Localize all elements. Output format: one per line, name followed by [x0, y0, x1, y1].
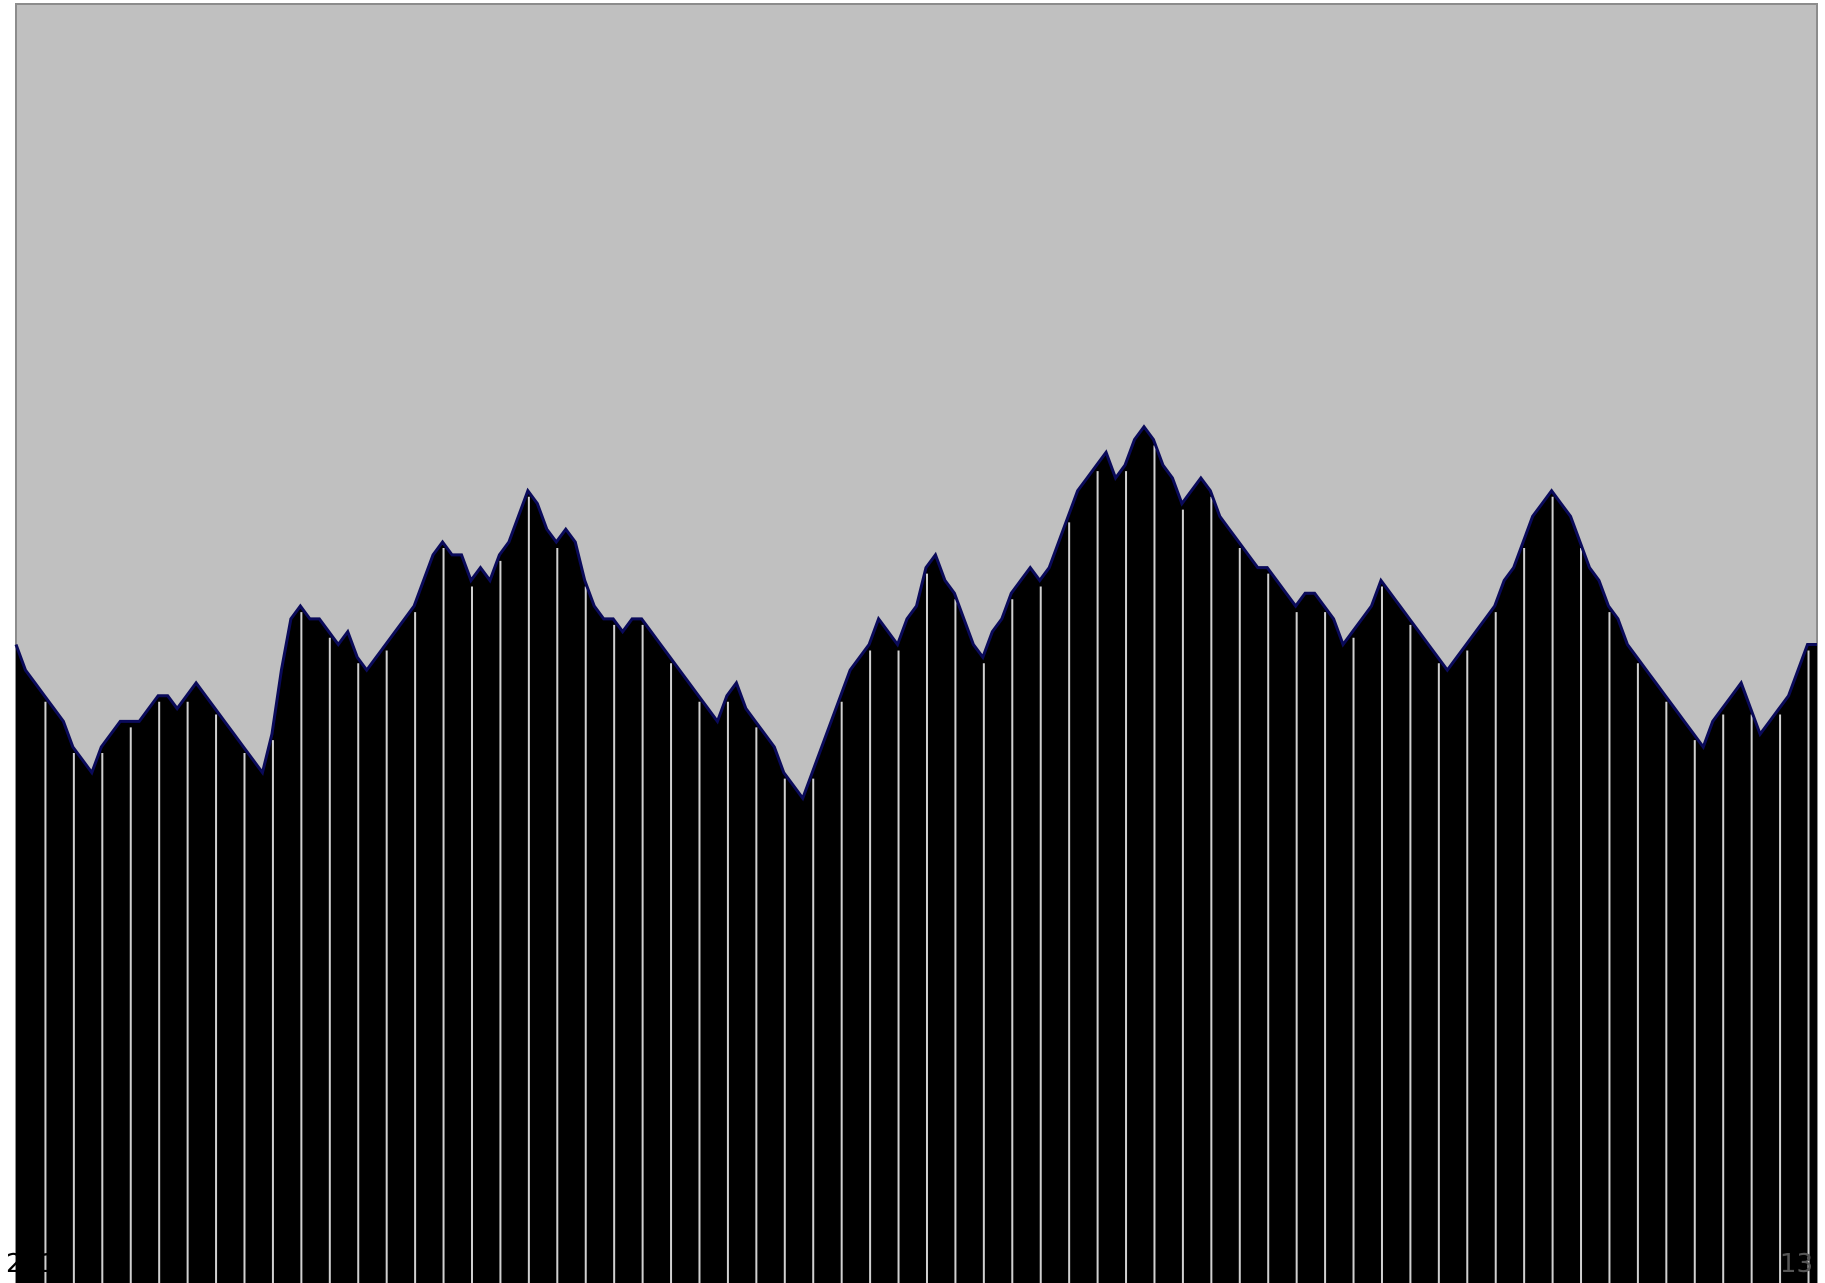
area-fill-group: [16, 426, 1817, 1283]
series-line: [14, 424, 1817, 802]
separator-lines-group: [44, 445, 1810, 1283]
x-tick-label-start: 2015: [6, 1249, 73, 1279]
x-tick-label-end: 13: [1779, 1249, 1813, 1279]
series-area: [16, 426, 1817, 1283]
